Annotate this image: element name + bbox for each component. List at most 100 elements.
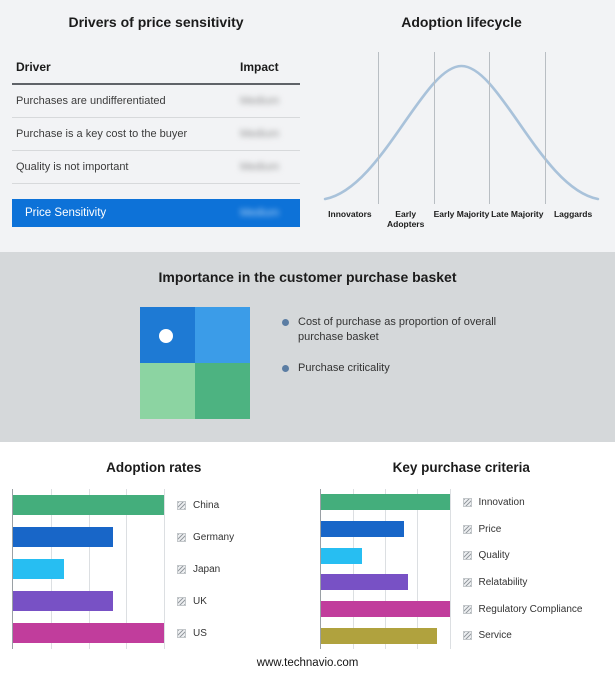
driver-cell: Purchase is a key cost to the buyer	[16, 128, 188, 140]
legend-swatch-icon	[177, 500, 186, 510]
legend: China Germany Japan UK US	[177, 489, 234, 649]
marker-dot	[159, 329, 173, 343]
legend-item: Quality	[462, 542, 583, 569]
impact-cell: Medium	[240, 128, 280, 140]
table-row: Purchases are undifferentiated Medium	[12, 85, 300, 118]
table-row: Quality is not important Medium	[12, 151, 300, 184]
adoption-rates-title: Adoption rates	[106, 460, 202, 475]
basket-content: Cost of purchase as proportion of overal…	[0, 307, 615, 419]
impact-cell: Medium	[240, 161, 280, 173]
gridline	[352, 489, 354, 649]
bar-quality	[320, 547, 362, 564]
footer-url: www.technavio.com	[256, 657, 359, 669]
legend-swatch-icon	[462, 604, 472, 614]
legend-item: Germany	[177, 521, 234, 553]
bars-container	[13, 489, 164, 649]
legend: Innovation Price Quality Relatability Regula…	[462, 489, 583, 649]
legend-item: Relatability	[462, 569, 583, 596]
bars-container	[320, 489, 450, 649]
legend-label: China	[193, 499, 220, 511]
quadrant-cell	[195, 307, 250, 363]
gridline	[164, 489, 165, 649]
stage-divider-line	[377, 52, 379, 204]
bar-china	[13, 495, 164, 515]
drivers-table: Driver Impact Purchases are undifferenti…	[12, 54, 300, 184]
legend-item: Innovation	[462, 489, 583, 516]
bullet-text: Purchase criticality	[298, 361, 390, 374]
top-section: Drivers of price sensitivity Driver Impa…	[0, 0, 615, 252]
bar-row	[320, 489, 450, 516]
bullet-dot-icon	[282, 364, 289, 372]
legend-label: Germany	[193, 531, 235, 543]
stage-label: Early Majority	[433, 209, 490, 219]
bar-row	[13, 521, 164, 553]
stage-divider-line	[489, 52, 491, 204]
bell-curve-path	[323, 64, 600, 201]
stage-label: Innovators	[328, 209, 372, 219]
bar-germany	[13, 527, 113, 547]
stage-divider-line	[545, 52, 547, 204]
plot	[319, 489, 451, 649]
bar-japan	[13, 559, 65, 579]
table-row: Purchase is a key cost to the buyer Mediu…	[12, 118, 300, 151]
bar-price	[320, 521, 405, 537]
bottom-section: Adoption rates China Germany Japan UK US Key…	[0, 442, 615, 649]
bar-service	[320, 627, 437, 644]
bullet-dot-icon	[282, 319, 289, 326]
gridline	[449, 489, 451, 649]
bullet-item: Purchase criticality	[282, 361, 510, 376]
bullet-text: Cost of purchase as proportion of overal…	[298, 316, 497, 344]
quadrant-chart	[140, 307, 250, 419]
drivers-table-header: Driver Impact	[12, 54, 300, 85]
key-purchase-criteria-title: Key purchase criteria	[392, 460, 530, 475]
basket-bullet-list: Cost of purchase as proportion of overal…	[282, 307, 510, 419]
price-sensitivity-impact-value: Medium	[240, 207, 280, 219]
basket-section: Importance in the customer purchase bask…	[0, 252, 615, 442]
legend-label: Japan	[193, 563, 221, 575]
plot	[12, 489, 165, 649]
lifecycle-title: Adoption lifecycle	[401, 14, 522, 30]
stage-label: Early Adopters	[387, 209, 425, 230]
column-header-impact: Impact	[240, 60, 279, 74]
legend-swatch-icon	[462, 577, 472, 587]
legend-swatch-icon	[462, 631, 472, 641]
gridline	[385, 489, 386, 649]
driver-cell: Purchases are undifferentiated	[16, 95, 166, 107]
bar-row	[13, 553, 164, 585]
stage-label: Laggards	[553, 209, 593, 219]
bar-row	[320, 569, 450, 596]
bar-row	[13, 585, 164, 617]
bar-us	[13, 623, 164, 643]
legend-label: US	[193, 627, 207, 639]
bar-row	[320, 542, 450, 569]
legend-item: China	[177, 489, 234, 521]
impact-cell: Medium	[240, 95, 280, 107]
bar-row	[320, 516, 450, 543]
legend-label: Regulatory Compliance	[478, 603, 583, 615]
basket-title: Importance in the customer purchase bask…	[158, 269, 457, 285]
key-purchase-criteria-chart: Key purchase criteria Innovation Price Qua…	[308, 460, 615, 649]
gridline	[126, 489, 128, 649]
key-purchase-criteria-plot-area: Innovation Price Quality Relatability Regula…	[308, 489, 615, 649]
bar-row	[13, 489, 164, 521]
bar-uk	[13, 591, 113, 611]
legend-swatch-icon	[177, 628, 186, 638]
lifecycle-stage-labels: Innovators Early Adopters Early Majority La…	[322, 209, 601, 229]
legend-label: Service	[478, 630, 512, 642]
legend-swatch-icon	[462, 524, 472, 534]
bar-relatability	[320, 574, 409, 591]
bar-row	[320, 596, 450, 623]
legend-item: UK	[177, 585, 234, 617]
bell-curve	[323, 64, 600, 201]
bar-regulatory-compliance	[320, 601, 450, 618]
drivers-panel: Drivers of price sensitivity Driver Impa…	[0, 0, 312, 252]
stage-divider-line	[433, 52, 435, 204]
bullet-item: Cost of purchase as proportion of overal…	[282, 315, 510, 346]
legend-swatch-icon	[462, 497, 472, 507]
legend-label: Relatability	[478, 576, 528, 588]
quadrant-cell	[195, 363, 250, 419]
legend-label: Price	[478, 523, 502, 535]
legend-swatch-icon	[462, 551, 472, 561]
price-sensitivity-label: Price Sensitivity	[25, 207, 107, 219]
lifecycle-chart	[322, 52, 601, 204]
